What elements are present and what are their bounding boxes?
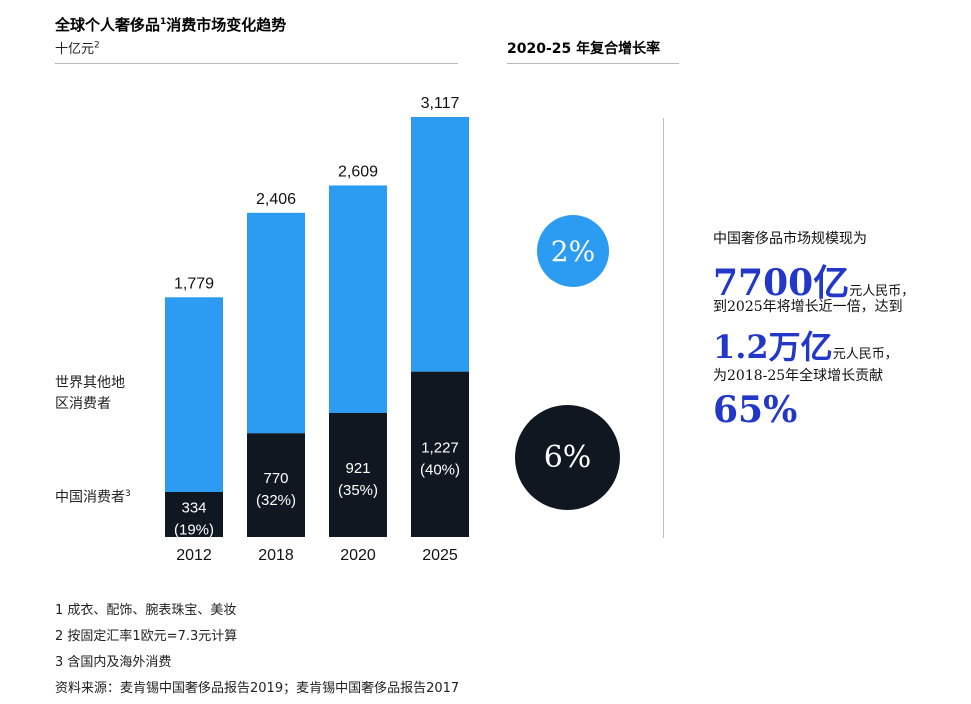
stacked-bar-chart: 334 (19%) 1,779 2012 770 (32%) 2,406 2018 921 (35…: [165, 95, 469, 564]
cagr-rule: [507, 63, 679, 64]
total-label-2012: 1,779: [174, 275, 214, 292]
china-value-label-2012: 334: [181, 499, 206, 516]
bar-rest-world-2012: [165, 297, 223, 492]
china-value-label-2025: 1,227: [421, 439, 459, 456]
callout-value2: 1.2万亿: [713, 328, 833, 366]
footnote-2: 2 按固定汇率1欧元=7.3元计算: [55, 629, 238, 644]
x-tick-2020: 2020: [340, 547, 376, 564]
footnote-1: 1 成衣、配饰、腕表珠宝、美妆: [55, 603, 237, 618]
chart-title: 全球个人奢侈品1消费市场变化趋势: [55, 16, 287, 34]
callout-line1: 中国奢侈品市场规模现为: [713, 231, 867, 247]
china-share-label-2012: (19%): [174, 521, 214, 538]
bar-china-2018: [247, 433, 305, 537]
divider-line: [663, 118, 664, 538]
x-tick-2012: 2012: [176, 547, 212, 564]
callout-value1-row: 7700亿元人民币，: [713, 254, 914, 306]
callout-unit2: 元人民币，: [832, 347, 898, 362]
total-label-2018: 2,406: [256, 191, 296, 208]
bar-china-2012: [165, 491, 223, 537]
bar-china-2020: [329, 412, 387, 537]
bar-rest-world-2025: [411, 117, 469, 372]
x-tick-2018: 2018: [258, 547, 294, 564]
callout-value1: 7700亿: [713, 262, 850, 304]
cagr-china-value: 6%: [543, 440, 592, 475]
bar-rest-world-2020: [329, 185, 387, 413]
china-share-label-2025: (40%): [420, 461, 460, 478]
callout-line2: 到2025年将增长近一倍，达到: [713, 299, 903, 315]
legend-rest-world: 世界其他地 区消费者: [55, 375, 125, 412]
cagr-china-circle: 6%: [515, 405, 620, 510]
cagr-rest-world-circle: 2%: [537, 215, 609, 287]
total-label-2025: 3,117: [421, 95, 460, 112]
unit-label: 十亿元2: [55, 40, 100, 57]
china-share-label-2020: (35%): [338, 482, 378, 499]
callout-value3-row: 65%: [713, 389, 797, 431]
cagr-rest-world-value: 2%: [550, 234, 596, 268]
x-tick-2025: 2025: [422, 547, 458, 564]
china-share-label-2018: (32%): [256, 492, 296, 509]
callout-value3: 65%: [713, 389, 798, 431]
total-label-2020: 2,609: [338, 163, 378, 180]
cagr-title: 2020-25 年复合增长率: [507, 41, 661, 57]
bar-rest-world-2018: [247, 212, 305, 434]
title-rule: [55, 63, 458, 64]
bars-group: 334 (19%) 1,779 2012 770 (32%) 2,406 2018 921 (35…: [165, 95, 469, 564]
legend-china: 中国消费者3: [55, 489, 131, 506]
callout-unit1: 元人民币，: [849, 284, 915, 299]
callout-line3: 为2018-25年全球增长贡献: [713, 368, 884, 384]
footnote-3: 3 含国内及海外消费: [55, 655, 172, 670]
callout-value2-row: 1.2万亿元人民币，: [713, 322, 898, 368]
bar-china-2025: [411, 371, 469, 537]
china-value-label-2018: 770: [263, 470, 288, 487]
china-value-label-2020: 921: [345, 460, 370, 477]
source-note: 资料来源：麦肯锡中国奢侈品报告2019；麦肯锡中国奢侈品报告2017: [55, 681, 460, 696]
